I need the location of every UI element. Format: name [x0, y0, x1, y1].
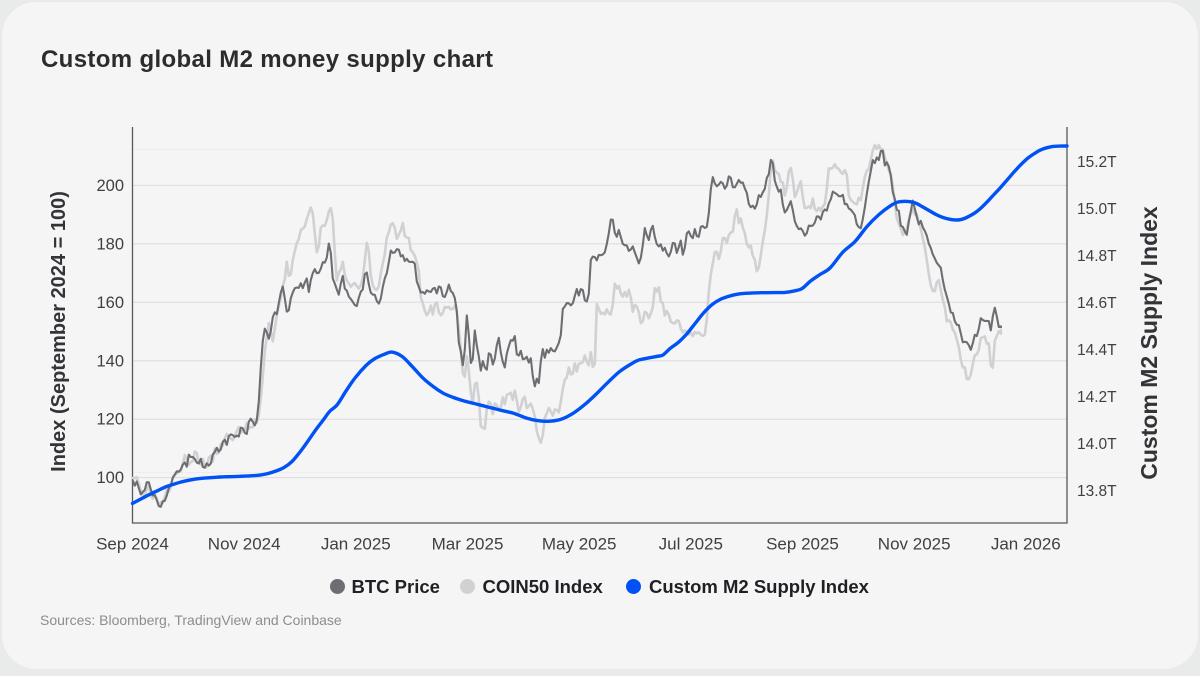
svg-text:14.0T: 14.0T [1077, 436, 1117, 453]
svg-text:15.2T: 15.2T [1077, 154, 1117, 171]
svg-text:Custom global M2 money supply: Custom global M2 money supply chart [41, 46, 493, 73]
svg-text:14.6T: 14.6T [1077, 295, 1117, 312]
svg-text:Mar 2025: Mar 2025 [432, 535, 504, 554]
svg-text:Sep 2024: Sep 2024 [96, 535, 169, 554]
svg-text:15.0T: 15.0T [1077, 201, 1117, 218]
svg-text:180: 180 [96, 235, 124, 253]
svg-text:COIN50 Index: COIN50 Index [483, 576, 604, 597]
svg-text:Custom M2 Supply Index: Custom M2 Supply Index [649, 576, 870, 597]
svg-text:Sep 2025: Sep 2025 [766, 535, 839, 554]
svg-text:14.4T: 14.4T [1077, 342, 1117, 359]
svg-text:14.8T: 14.8T [1077, 248, 1117, 265]
svg-text:Jul 2025: Jul 2025 [659, 535, 723, 554]
svg-text:Custom M2 Supply Index: Custom M2 Supply Index [1136, 206, 1162, 480]
svg-text:May 2025: May 2025 [542, 535, 617, 554]
svg-text:Nov 2025: Nov 2025 [878, 535, 951, 554]
svg-text:200: 200 [96, 177, 124, 195]
svg-text:Index (September 2024 = 100): Index (September 2024 = 100) [48, 191, 70, 472]
svg-text:120: 120 [96, 411, 124, 429]
svg-text:100: 100 [96, 469, 124, 487]
svg-text:140: 140 [96, 352, 124, 370]
svg-text:Jan 2026: Jan 2026 [991, 535, 1061, 554]
svg-text:160: 160 [96, 294, 124, 312]
svg-text:Sources: Bloomberg, TradingVie: Sources: Bloomberg, TradingView and Coin… [40, 612, 342, 628]
svg-text:Nov 2024: Nov 2024 [208, 535, 281, 554]
svg-text:Jan 2025: Jan 2025 [321, 535, 391, 554]
svg-text:13.8T: 13.8T [1077, 483, 1117, 500]
svg-text:14.2T: 14.2T [1077, 389, 1117, 406]
svg-text:BTC Price: BTC Price [352, 576, 440, 597]
